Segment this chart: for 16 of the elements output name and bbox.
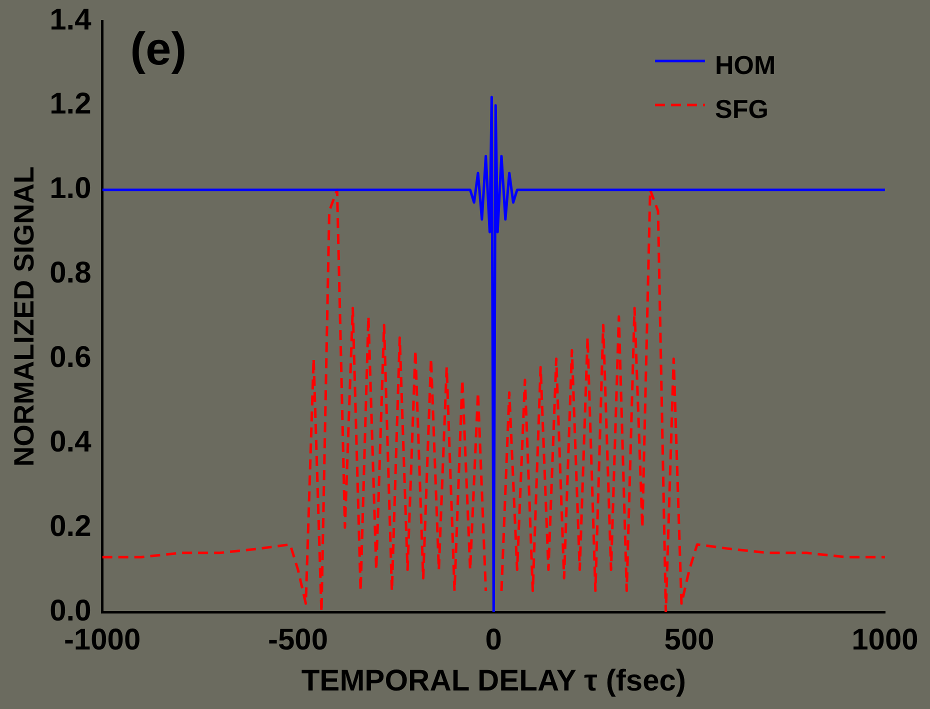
x-tick-label: 500 (664, 623, 714, 656)
y-tick-label: 0.8 (50, 256, 92, 290)
chart-title: (e) (130, 22, 187, 75)
legend-label: HOM (715, 50, 776, 80)
x-tick-label: 1000 (852, 623, 918, 656)
y-tick-label: 0.6 (50, 340, 92, 374)
y-axis-title: NORMALIZED SIGNAL (8, 166, 40, 467)
x-tick-label: -500 (268, 623, 328, 656)
y-tick-label: 1.0 (50, 172, 92, 206)
y-tick-label: 0.4 (50, 425, 92, 458)
x-tick-label: 0 (485, 623, 502, 656)
legend-label: SFG (715, 94, 768, 124)
y-tick-label: 1.2 (50, 88, 92, 121)
x-axis-title: TEMPORAL DELAY τ (fsec) (301, 664, 686, 698)
y-tick-label: 1.4 (50, 3, 92, 36)
y-tick-label: 0.2 (50, 510, 92, 543)
